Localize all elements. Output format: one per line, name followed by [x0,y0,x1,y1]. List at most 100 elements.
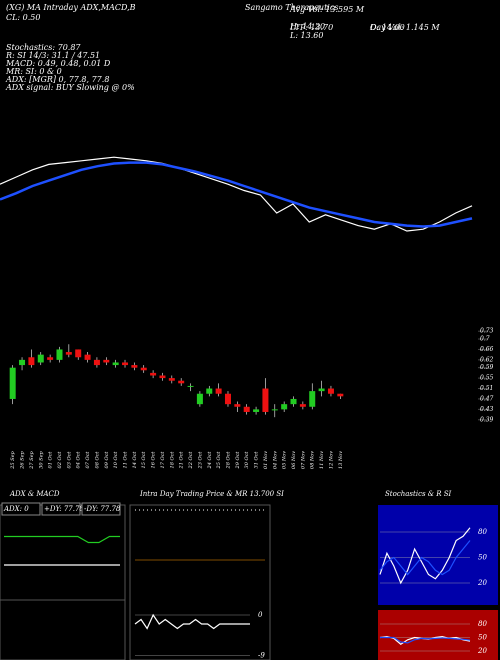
candle-body [224,393,231,405]
candle-body [131,365,138,368]
x-tick-label: 01 Oct [48,451,54,469]
x-tick-label: 30 Sep [38,450,44,468]
candle-body [187,385,194,387]
candle-body [168,378,175,381]
x-tick-label: 18 Oct [169,451,175,469]
x-tick-label: 06 Nov [291,451,297,469]
x-tick-label: 02 Oct [57,451,63,469]
candle-body [56,349,63,360]
x-tick-label: 04 Oct [76,451,82,469]
label-box [81,502,121,516]
x-tick-label: 16 Oct [151,451,157,469]
info-text: LTP: 13.70 [289,23,333,32]
label: +DY: 77.78 [44,505,84,513]
info-text: Sangamo Therapeutics [245,3,338,12]
x-tick-label: 29 Oct [235,451,241,470]
series-line [379,540,471,576]
info-text: (XG) MA Intraday ADX,MACD,B [6,3,136,12]
info-text: ADX signal: BUY Slowing @ 0% [5,83,135,92]
y-tick-label: 50 [478,554,487,562]
info-text: Avg Vol: 13.595 M [289,5,365,14]
candle-body [93,359,100,366]
info-text: H: 14.20 [289,22,325,31]
info-text: L: 13.60 [289,31,323,40]
candle-body [253,409,260,412]
info-text: Day Vol: 1.145 M [369,23,440,32]
x-tick-label: 30 Oct [244,451,250,469]
candle-body [327,388,334,394]
x-tick-label: 23 Oct [197,451,203,470]
candle-body [28,357,35,366]
candle-body [337,393,344,397]
y-tick-label: 0.7 [480,336,490,343]
y-tick-label: 0.62 [480,356,494,363]
y-tick-label: 0.39 [480,416,494,423]
candle-body [47,357,54,360]
x-tick-label: 05 Nov [282,451,288,469]
x-tick-label: 01 Nov [263,451,269,469]
x-tick-label: 07 Nov [300,451,306,469]
y-tick-label: 0.55 [480,375,494,382]
x-tick-label: 22 Oct [188,451,194,470]
candle-body [196,393,203,405]
info-text: ADX: [MGR] 0, 77.8, 77.8 [5,75,109,84]
series-line [134,613,250,630]
y-tick-label: 0.66 [480,346,494,353]
candle-body [215,388,222,394]
info-text: Stochastics: 70.87 [6,43,81,52]
info-text: MR: SI: 0 & 0 [5,67,62,76]
y-tick-label: 50 [478,634,487,642]
candle-body [9,367,16,399]
label: ADX: 0 [3,505,29,513]
candle-body [243,406,250,412]
candle-body [150,372,157,376]
panel-title: Intra Day Trading Price & MR 13.700 SI [139,490,284,498]
candle-body [281,404,288,410]
stoch-panel [378,505,498,605]
candle-body [271,409,278,411]
candle-body [299,404,306,407]
candle-body [318,388,325,392]
y-tick-label: 0.59 [480,364,494,371]
y-tick-label: 80 [478,528,487,536]
y-tick-label: -9 [258,652,265,660]
x-tick-label: 07 Oct [85,451,91,469]
x-tick-label: 14 Oct [132,451,138,469]
x-tick-label: 11 Oct [123,451,129,469]
label-box [1,502,41,516]
x-tick-label: 25 Sep [10,450,16,469]
panel-title: Stochastics & R SI [385,490,452,498]
x-tick-label: 27 Sep [29,450,35,469]
candle-body [84,354,91,360]
candle-body [75,349,82,358]
info-text: R: SI 14/3: 31.1 / 47.51 [5,51,100,60]
x-tick-label: 11 Nov [319,451,325,469]
x-tick-label: 03 Oct [66,451,72,469]
candle-body [140,367,147,371]
label: -DY: 77.78 [84,505,121,513]
y-tick-label: 0 [258,611,263,619]
x-tick-label: 26 Sep [20,450,26,469]
info-text: CL: 0.50 [6,13,40,22]
x-tick-label: 12 Nov [328,451,334,469]
label-box [41,502,81,516]
x-tick-label: 28 Oct [225,451,231,470]
x-tick-label: 10 Oct [113,451,119,469]
info-text: MACD: 0.49, 0.48, 0.01 D [5,59,111,68]
candle-body [37,354,44,363]
x-tick-label: 04 Nov [272,451,278,469]
candle-body [65,352,72,355]
info-text: O: 14.00 [370,23,405,32]
candle-body [309,391,316,407]
candle-body [178,380,185,384]
x-tick-label: 21 Oct [179,451,185,470]
x-tick-label: 24 Oct [207,451,213,470]
x-tick-label: 25 Oct [216,451,222,470]
candle-body [206,388,213,394]
x-tick-label: 15 Oct [141,451,147,469]
candle-body [103,359,110,363]
x-tick-label: 08 Oct [94,451,100,469]
series-line [4,535,120,544]
y-tick-label: 0.43 [480,406,494,413]
